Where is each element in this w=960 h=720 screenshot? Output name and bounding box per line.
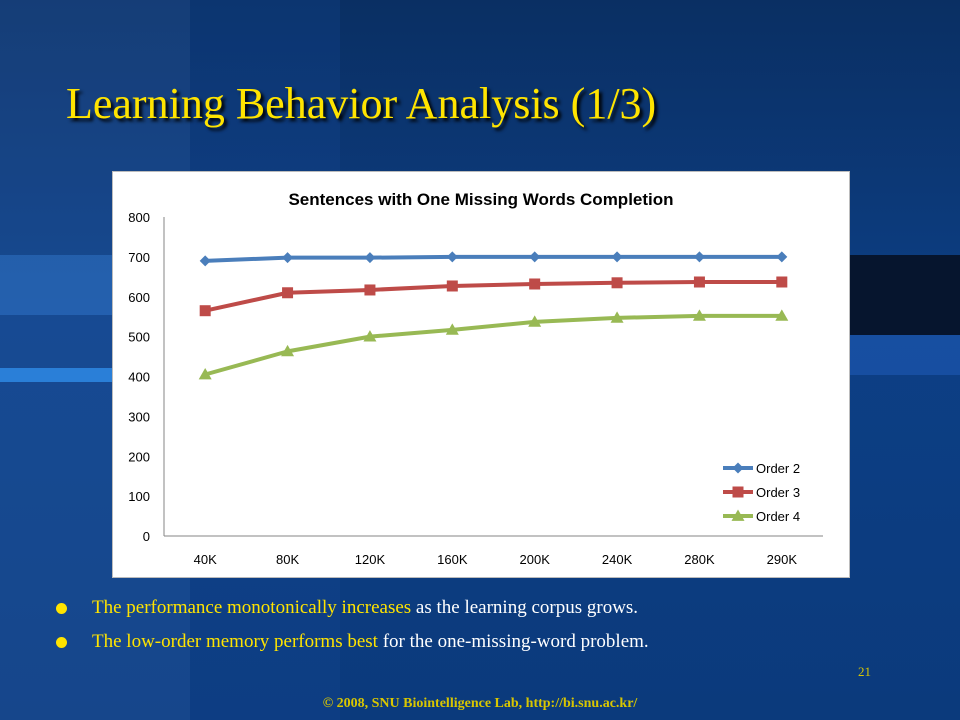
data-point [692,309,706,321]
legend-marker [731,509,745,521]
bullet-text: as the learning corpus grows. [411,597,639,618]
bullet-dot-icon [56,637,67,648]
background-block [848,335,960,375]
data-point [611,277,623,289]
data-point [364,284,376,296]
data-point [363,330,377,342]
x-tick-label: 240K [602,552,633,567]
data-point [282,252,294,264]
data-point [529,251,541,263]
bullet-list: The performance monotonically increases … [55,594,935,662]
line-chart: Sentences with One Missing Words Complet… [112,171,850,578]
data-point [364,252,376,264]
y-tick-label: 200 [128,449,150,464]
series-line [205,254,782,263]
chart-title: Sentences with One Missing Words Complet… [288,190,673,209]
y-tick-label: 600 [128,290,150,305]
y-tick-label: 700 [128,250,150,265]
x-tick-label: 160K [437,552,468,567]
legend-label: Order 2 [756,461,800,476]
y-tick-label: 0 [143,529,150,544]
data-point [282,287,294,299]
data-point [198,368,212,380]
bullet-dot-icon [56,603,67,614]
x-tick-label: 80K [276,552,299,567]
legend-label: Order 3 [756,485,800,500]
x-tick-label: 290K [767,552,798,567]
data-point [775,309,789,321]
data-point [281,344,295,357]
chart-svg: Sentences with One Missing Words Complet… [128,190,823,567]
data-point [776,276,788,288]
legend-marker [732,486,744,498]
data-point [446,280,458,292]
y-tick-label: 500 [128,330,150,345]
data-point [528,315,542,327]
y-tick-label: 800 [128,210,150,225]
series-line [204,279,782,313]
legend-label: Order 4 [756,509,800,524]
slide-title: Learning Behavior Analysis (1/3) [66,79,657,128]
x-tick-label: 120K [355,552,386,567]
bullet-item: The low-order memory performs best for t… [55,628,935,662]
footer-credit: © 2008, SNU Biointelligence Lab, http://… [322,696,638,711]
bullet-item: The performance monotonically increases … [55,594,935,628]
data-point [776,251,788,263]
x-tick-label: 40K [194,552,217,567]
background-block [848,255,960,335]
background-stripe [0,368,120,382]
data-point [610,311,624,323]
y-tick-label: 400 [128,370,150,385]
data-point [529,278,541,290]
chart-legend: Order 2 Order 3 Order 4 [723,461,800,524]
data-point [199,255,211,267]
legend-marker [732,462,744,474]
data-point [445,323,459,335]
y-tick-label: 100 [128,489,150,504]
data-point [693,251,705,263]
x-tick-labels: 40K 80K 120K 160K 200K 240K 280K 290K [194,552,798,567]
chart-series [198,251,789,380]
y-tick-labels: 0 100 200 300 400 500 600 700 800 [128,210,150,544]
data-point [199,305,211,317]
page-number: 21 [858,664,871,679]
x-tick-label: 280K [684,552,715,567]
series-line [204,313,782,377]
data-point [611,251,623,263]
x-tick-label: 200K [520,552,551,567]
bullet-text: for the one-missing-word problem. [377,631,649,652]
bullet-highlight: The performance monotonically increases [92,597,412,618]
y-tick-label: 300 [128,409,150,424]
data-point [446,251,458,263]
data-point [693,276,705,288]
bullet-highlight: The low-order memory performs best [92,631,378,652]
